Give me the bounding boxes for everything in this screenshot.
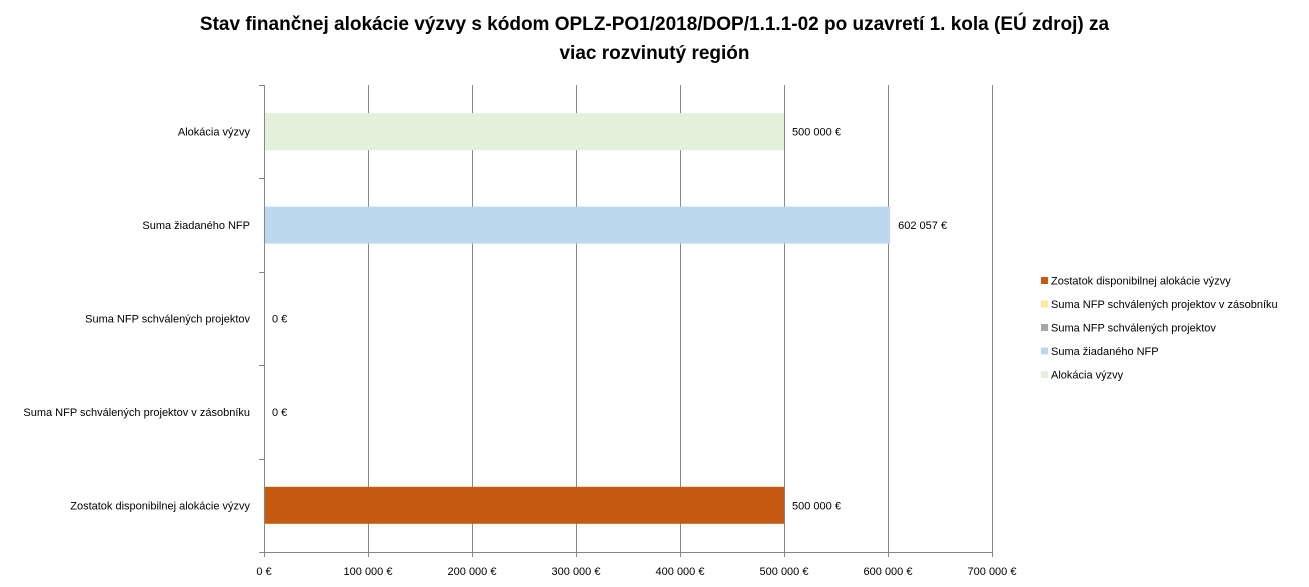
gridlines [368, 85, 993, 552]
x-tick-label: 700 000 € [968, 566, 1017, 578]
legend-swatch [1041, 300, 1048, 308]
x-tick-labels: 0 € 100 000 € 200 000 € 300 000 € 400 000 € 5… [256, 566, 1016, 578]
legend-swatch [1041, 347, 1048, 355]
chart-title: Stav finančnej alokácie výzvy s kódom OP… [0, 10, 1309, 68]
legend-swatch [1041, 277, 1048, 284]
chart-title-line-1: Stav finančnej alokácie výzvy s kódom OP… [199, 14, 1110, 35]
axes [259, 85, 993, 557]
category-label-4: Suma NFP schválených projektov v zásobní… [23, 407, 250, 419]
legend-swatch [1041, 371, 1048, 378]
data-label-4: 0 € [272, 407, 287, 419]
legend-label: Zostatok disponibilnej alokácie výzvy [1051, 276, 1231, 288]
x-tick-label: 600 000 € [864, 566, 913, 578]
category-label-3: Suma NFP schválených projektov [85, 314, 250, 326]
x-tick-label: 100 000 € [344, 566, 393, 578]
bar-5 [265, 486, 784, 524]
bars [265, 113, 891, 524]
data-label-5: 500 000 € [792, 500, 841, 512]
x-tick-label: 500 000 € [760, 566, 809, 578]
x-tick-label: 400 000 € [656, 566, 705, 578]
bar-1 [265, 113, 784, 151]
category-labels: Alokácia výzvy Suma žiadaného NFP Suma NFP… [23, 127, 250, 513]
legend: Zostatok disponibilnej alokácie výzvy Sum… [1041, 276, 1278, 382]
data-label-1: 500 000 € [792, 127, 841, 139]
legend-label: Suma žiadaného NFP [1051, 346, 1159, 358]
data-label-2: 602 057 € [898, 220, 947, 232]
x-tick-label: 300 000 € [552, 566, 601, 578]
legend-label: Alokácia výzvy [1051, 370, 1124, 382]
legend-label: Suma NFP schválených projektov [1051, 323, 1216, 335]
x-tick-label: 200 000 € [448, 566, 497, 578]
chart-title-line-2: viac rozvinutý región [559, 43, 750, 64]
legend-swatch [1041, 324, 1048, 331]
bar-2 [265, 206, 891, 244]
x-tick-label: 0 € [256, 566, 271, 578]
data-label-3: 0 € [272, 314, 287, 326]
data-labels: 500 000 € 602 057 € 0 € 0 € 500 000 € [272, 127, 947, 513]
category-label-5: Zostatok disponibilnej alokácie výzvy [70, 500, 250, 512]
category-label-1: Alokácia výzvy [178, 127, 251, 139]
category-label-2: Suma žiadaného NFP [142, 220, 250, 232]
legend-label: Suma NFP schválených projektov v zásobní… [1051, 299, 1278, 311]
